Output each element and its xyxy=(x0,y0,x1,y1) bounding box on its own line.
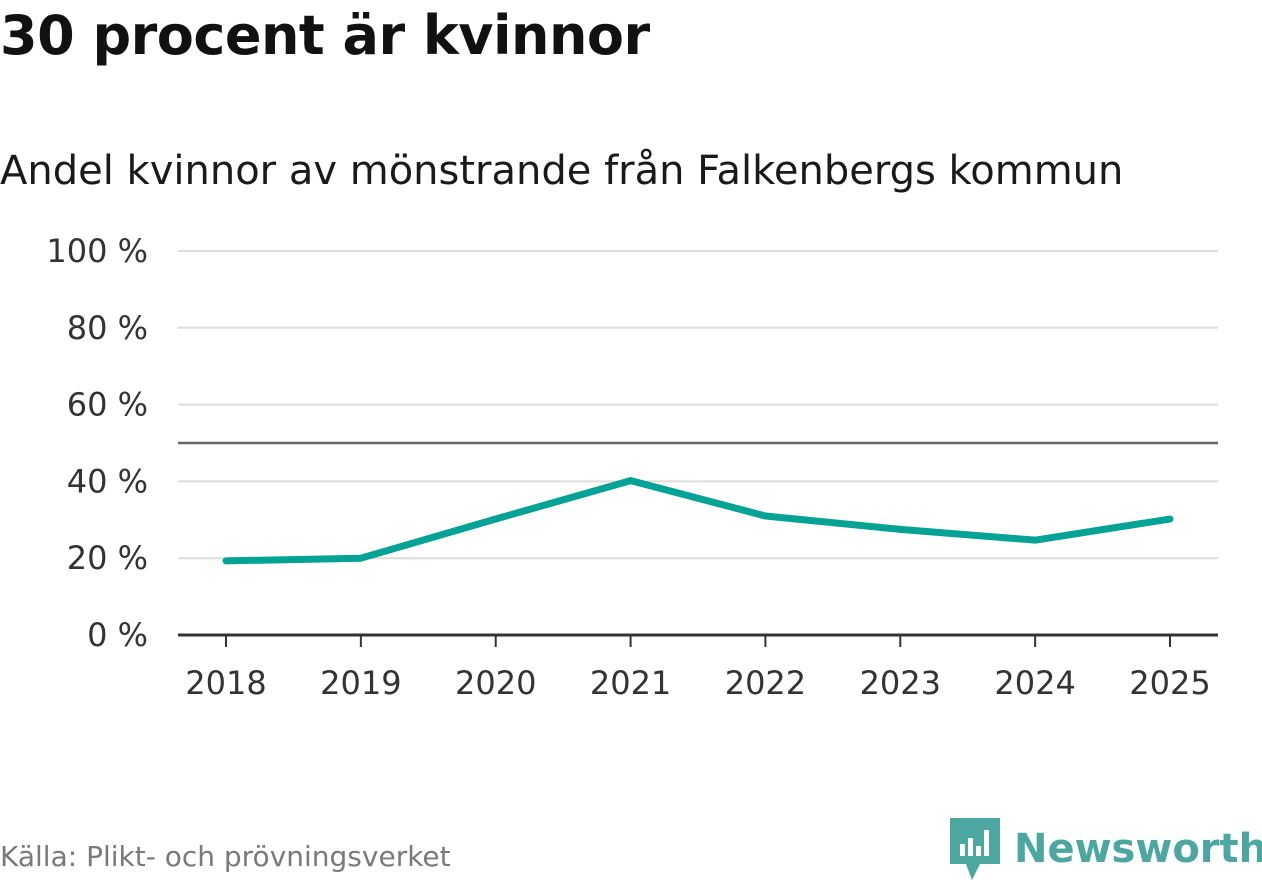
chart-title: 30 procent är kvinnor xyxy=(0,4,650,67)
x-axis xyxy=(178,633,1218,647)
data-point-2023 xyxy=(896,525,904,533)
series-line-0 xyxy=(225,477,1171,565)
chart-subtitle: Andel kvinnor av mönstrande från Falkenb… xyxy=(0,148,1124,194)
y-axis-labels: 0 % 20 % 40 % 60 % 80 % 100 % xyxy=(46,232,148,654)
y-tick-label-20: 20 % xyxy=(67,539,148,577)
x-tick-label-2023: 2023 xyxy=(860,664,941,702)
data-point-2018 xyxy=(222,557,230,565)
y-tick-label-0: 0 % xyxy=(87,616,148,654)
x-tick-label-2018: 2018 xyxy=(185,664,266,702)
x-tick-label-2019: 2019 xyxy=(320,664,401,702)
data-point-2022 xyxy=(761,512,769,520)
y-tick-label-60: 60 % xyxy=(67,386,148,424)
x-tick-label-2022: 2022 xyxy=(725,664,806,702)
series-layer xyxy=(222,477,1174,565)
newsworthy-logo-icon xyxy=(950,818,1000,880)
x-axis-labels: 2018 2019 2020 2021 2022 2023 2024 2025 xyxy=(185,664,1210,702)
source-note: Källa: Plikt- och prövningsverket xyxy=(0,840,451,873)
x-tick-label-2020: 2020 xyxy=(455,664,536,702)
data-point-2019 xyxy=(357,554,365,562)
x-tick-label-2021: 2021 xyxy=(590,664,671,702)
x-tick-label-2025: 2025 xyxy=(1129,664,1210,702)
data-point-2024 xyxy=(1031,536,1039,544)
data-point-2020 xyxy=(492,515,500,523)
brand: Newsworthy xyxy=(950,818,1262,880)
y-tick-label-40: 40 % xyxy=(67,462,148,500)
y-tick-label-80: 80 % xyxy=(67,309,148,347)
data-point-2021 xyxy=(627,477,635,485)
x-tick-label-2024: 2024 xyxy=(994,664,1075,702)
gridlines xyxy=(178,250,1218,560)
data-point-2025 xyxy=(1166,515,1174,523)
y-tick-label-100: 100 % xyxy=(46,232,148,270)
brand-name: Newsworthy xyxy=(1014,826,1262,872)
